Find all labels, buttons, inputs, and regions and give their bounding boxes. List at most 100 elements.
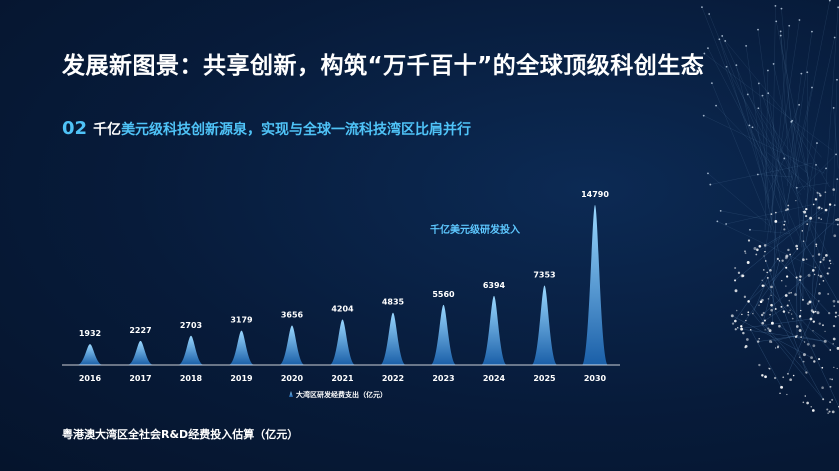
globe-dot xyxy=(818,292,821,295)
globe-dot xyxy=(737,327,739,329)
globe-dot xyxy=(817,206,821,210)
value-label-2020: 3656 xyxy=(281,310,304,319)
globe-dot xyxy=(725,65,728,68)
globe-dot xyxy=(819,261,822,264)
bar-2018 xyxy=(178,335,204,365)
globe-dot xyxy=(786,393,788,396)
globe-line xyxy=(798,143,818,246)
globe-dot xyxy=(835,218,838,221)
globe-dot xyxy=(763,244,767,247)
globe-dot xyxy=(774,219,778,223)
globe-dot xyxy=(759,300,763,304)
globe-dot xyxy=(719,209,722,212)
globe-line xyxy=(701,7,795,245)
globe-dot xyxy=(779,392,781,395)
globe-dot xyxy=(770,303,773,307)
bar-2016 xyxy=(77,344,103,365)
globe-dot xyxy=(795,325,799,328)
globe-dot xyxy=(832,324,836,328)
globe-line xyxy=(795,218,811,295)
globe-dot xyxy=(795,244,798,248)
globe-dot xyxy=(806,401,809,405)
globe-dot xyxy=(774,4,777,7)
globe-line xyxy=(764,305,788,321)
globe-dot xyxy=(743,295,747,298)
globe-line xyxy=(823,7,839,215)
globe-dot xyxy=(780,385,784,389)
globe-dot xyxy=(814,198,818,201)
globe-dot xyxy=(811,86,813,89)
globe-line xyxy=(732,315,812,358)
globe-line xyxy=(803,241,839,302)
globe-dot xyxy=(751,126,754,129)
globe-dot xyxy=(725,223,728,225)
globe-dot xyxy=(746,93,749,96)
globe-dot xyxy=(812,344,816,348)
globe-line xyxy=(763,255,807,373)
globe-dot xyxy=(784,209,787,212)
globe-dot xyxy=(779,30,782,33)
globe-dot xyxy=(812,311,815,314)
globe-line xyxy=(719,39,770,201)
globe-dot xyxy=(819,194,822,197)
globe-dot xyxy=(806,342,810,346)
globe-dot xyxy=(823,339,827,343)
globe-dot xyxy=(801,230,804,232)
globe-dot xyxy=(834,315,837,318)
globe-line xyxy=(812,330,839,349)
bar-2022 xyxy=(380,312,406,365)
globe-dot xyxy=(795,186,798,189)
globe-dot xyxy=(742,331,745,335)
globe-dot xyxy=(764,375,767,379)
globe-dot xyxy=(707,172,709,175)
globe-decoration xyxy=(701,0,839,414)
globe-dot xyxy=(798,103,801,106)
globe-dot xyxy=(778,324,781,328)
globe-dot xyxy=(822,258,825,261)
globe-dot xyxy=(811,269,815,272)
legend-swatch xyxy=(289,391,293,397)
globe-dot xyxy=(757,28,759,31)
globe-dot xyxy=(709,183,712,186)
globe-dot xyxy=(827,412,829,414)
globe-dot xyxy=(799,316,801,318)
globe-dot xyxy=(818,206,821,209)
globe-dot xyxy=(733,279,737,282)
globe-dot xyxy=(817,253,821,256)
globe-line xyxy=(720,210,770,221)
globe-dot xyxy=(836,346,839,350)
globe-dot xyxy=(745,45,748,47)
globe-dot xyxy=(762,311,765,315)
bar-2025 xyxy=(531,285,558,365)
globe-dot xyxy=(832,299,836,303)
page-title: 发展新图景：共享创新，构筑“万千百十”的全球顶级科创生态 xyxy=(62,53,705,79)
globe-line xyxy=(766,152,820,194)
globe-dot xyxy=(761,321,764,325)
globe-dot xyxy=(785,285,787,287)
globe-line xyxy=(760,204,835,251)
globe-line xyxy=(780,31,790,181)
globe-dot xyxy=(787,248,790,252)
globe-dot xyxy=(836,300,839,304)
globe-line xyxy=(717,221,817,269)
value-label-2030: 14790 xyxy=(581,190,609,199)
globe-dot xyxy=(808,300,812,304)
globe-dot xyxy=(756,173,759,176)
globe-dot xyxy=(787,204,790,207)
globe-dot xyxy=(707,47,709,50)
globe-line xyxy=(762,270,814,316)
globe-dot xyxy=(763,319,766,322)
globe-dot xyxy=(745,319,747,322)
globe-dot xyxy=(805,215,808,218)
globe-line xyxy=(710,162,813,185)
globe-dot xyxy=(762,284,765,287)
globe-dot xyxy=(789,378,793,382)
globe-line xyxy=(758,83,770,204)
globe-dot xyxy=(785,266,788,269)
globe-dot xyxy=(761,298,764,302)
globe-dot xyxy=(817,300,820,302)
globe-dot xyxy=(823,256,825,259)
globe-line xyxy=(757,29,783,213)
globe-dot xyxy=(818,322,821,325)
globe-dot xyxy=(802,360,805,363)
